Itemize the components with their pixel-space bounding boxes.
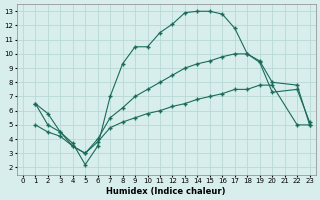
- X-axis label: Humidex (Indice chaleur): Humidex (Indice chaleur): [107, 187, 226, 196]
